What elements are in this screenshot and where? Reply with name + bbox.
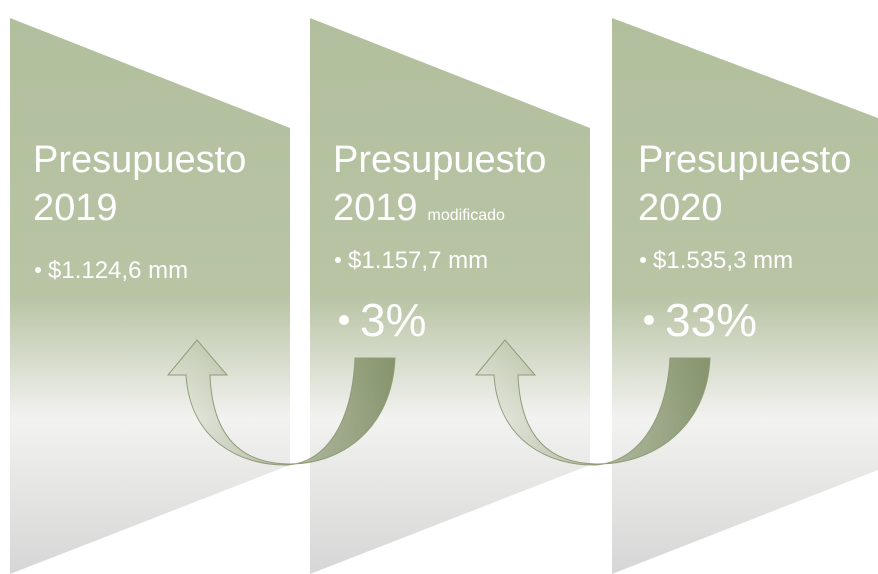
panel-change: 3% — [360, 294, 426, 346]
bullet — [339, 315, 349, 325]
panel-title: Presupuesto — [333, 139, 546, 181]
bullet — [640, 257, 646, 263]
panel-year: 2019 — [33, 187, 118, 229]
panel — [10, 18, 290, 574]
curved-arrow — [166, 339, 396, 466]
panel — [310, 18, 590, 574]
panel-note: modificado — [428, 207, 505, 224]
panel-change: 33% — [665, 294, 757, 346]
panel-item: $1.124,6 mm — [48, 257, 188, 284]
panel — [612, 18, 878, 574]
arrows — [166, 339, 711, 466]
panel-year: 2020 — [638, 187, 723, 229]
bullet — [35, 267, 41, 273]
panel-item: $1.535,3 mm — [653, 247, 793, 274]
panel-year: 2019 — [333, 187, 418, 229]
curved-arrow — [474, 339, 711, 466]
panel-item: $1.157,7 mm — [348, 247, 488, 274]
bullet — [644, 315, 654, 325]
bullet — [335, 257, 341, 263]
panel-year-line: 2019 modificado — [333, 187, 505, 229]
panel-title: Presupuesto — [638, 139, 851, 181]
panel-title: Presupuesto — [33, 139, 246, 181]
